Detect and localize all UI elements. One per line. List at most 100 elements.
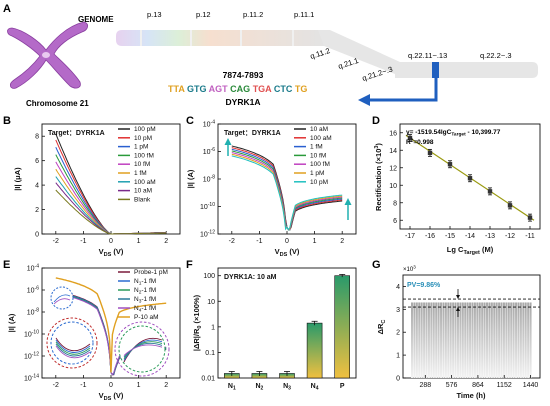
x-tick-label: -14 bbox=[465, 233, 475, 240]
y-tick-label: 10-10 bbox=[24, 330, 39, 339]
panel-g: G 0 1 2 3 4 288 576 864 1152 1440 ×103 PV=9.86% T… bbox=[372, 259, 541, 400]
tick-base: 10 bbox=[24, 354, 32, 361]
y-tick-label: 100 bbox=[203, 273, 215, 280]
x-axis-label-b: VDS (V) bbox=[99, 247, 124, 258]
data-point bbox=[487, 189, 493, 194]
bar-timepoint bbox=[510, 302, 513, 378]
zoom-circle-left-red bbox=[46, 317, 98, 369]
legend-label: 10 pM bbox=[310, 179, 328, 186]
tick-base: 10 bbox=[27, 310, 35, 317]
band-label-q11-2: q.11.2 bbox=[309, 46, 331, 61]
bar-timepoint bbox=[452, 302, 455, 378]
data-point bbox=[427, 150, 433, 156]
chromosome-ribbon-lower bbox=[395, 62, 538, 78]
inset-curve-left bbox=[55, 345, 91, 359]
x-tick-label: 864 bbox=[472, 382, 484, 389]
bar-p bbox=[334, 275, 351, 379]
x-tick-label: 1 bbox=[137, 238, 141, 245]
panel-d: D -17 -16 -15 -14 -13 -12 -11 6 8 10 12 14 16 y= -15… bbox=[372, 115, 541, 256]
inset-curve-right bbox=[123, 341, 163, 360]
legend-label: 1 pM bbox=[310, 170, 324, 177]
legend-label: 1 pM bbox=[134, 144, 148, 151]
chromosome-ribbon-diagonal bbox=[318, 30, 400, 76]
bar-timepoint bbox=[471, 302, 474, 378]
tick-exponent: -14 bbox=[32, 374, 39, 380]
sequence-codon-5: CTC bbox=[271, 84, 295, 94]
inset-curves-left bbox=[55, 337, 91, 359]
band-label-q21-2-3: q.21.2~.3 bbox=[361, 65, 394, 83]
legend-base: N bbox=[134, 287, 139, 294]
tick-sub: 1 bbox=[233, 386, 236, 392]
sequence-codon-4: TGA bbox=[253, 84, 272, 94]
inset-curve-left bbox=[55, 341, 91, 355]
y-tick-label: 10 bbox=[207, 299, 215, 306]
bar-timepoint bbox=[490, 302, 493, 378]
tick-base: 10 bbox=[27, 288, 35, 295]
arrowhead-left-c bbox=[224, 138, 232, 145]
gene-name: DYRK1A bbox=[226, 97, 261, 107]
legend-label: P-10 aM bbox=[134, 314, 159, 321]
y-tick-label: 10-12 bbox=[24, 352, 39, 361]
bar-timepoint bbox=[507, 302, 510, 378]
y-multiplier-g: ×103 bbox=[403, 265, 416, 274]
data-points-d bbox=[405, 134, 535, 222]
tick-base: P bbox=[340, 383, 345, 390]
legend-sub: 4 bbox=[139, 308, 142, 314]
y-tick-label: 10-8 bbox=[27, 308, 39, 317]
x-tick-label: 1 bbox=[313, 238, 317, 245]
y-axis-label-e: |I| (A) bbox=[7, 313, 16, 332]
band-label-q22-2-3: q.22.2~.3 bbox=[480, 51, 512, 60]
y-tick-label: 4 bbox=[35, 183, 39, 190]
axis-ticks-b: -2 -1 0 1 2 0 2 4 6 8 bbox=[35, 134, 168, 245]
bar-timepoint bbox=[413, 302, 416, 378]
band-label-p11-1: p.11.1 bbox=[294, 10, 314, 19]
band-label-q21-1: q.21.1 bbox=[337, 56, 360, 71]
y-tick-label: 16 bbox=[389, 130, 397, 137]
tick-base: 10 bbox=[24, 376, 32, 383]
axis-ticks-g: 0 1 2 3 4 288 576 864 1152 1440 bbox=[396, 284, 538, 389]
bar-timepoint bbox=[527, 302, 530, 378]
tick-base: 10 bbox=[203, 122, 211, 129]
series-line-5 bbox=[55, 277, 167, 373]
axis-ticks-d: -17 -16 -15 -14 -13 -12 -11 6 8 10 12 14 16 bbox=[389, 130, 535, 240]
sequence-codon-1: GTG bbox=[185, 84, 209, 94]
y-tick-label: 1 bbox=[396, 353, 400, 360]
bar-timepoint bbox=[512, 302, 515, 378]
bar-timepoint bbox=[423, 302, 426, 378]
y-tick-label: 12 bbox=[389, 165, 397, 172]
zoom-circle-right-green bbox=[118, 325, 166, 373]
sequence-codon-0: TTA bbox=[168, 84, 185, 94]
r-squared: R2=0.998 bbox=[406, 138, 434, 147]
zoom-circle-right-purple bbox=[114, 321, 170, 377]
bar-timepoint bbox=[454, 302, 457, 378]
y-tick-label: 10-6 bbox=[27, 286, 39, 295]
x-tick-label: 2 bbox=[340, 238, 344, 245]
bar-timepoint bbox=[466, 302, 469, 378]
panel-label-e: E bbox=[3, 259, 10, 271]
y-axis-label-g: ΔRC bbox=[376, 320, 387, 335]
bar-timepoint bbox=[444, 302, 447, 378]
bar-timepoint bbox=[469, 302, 472, 378]
tick-exponent: -12 bbox=[208, 230, 215, 236]
data-point bbox=[467, 176, 473, 181]
target-band-marker bbox=[432, 62, 439, 78]
x-axis-label-g: Time (h) bbox=[456, 391, 486, 400]
bar-timepoint bbox=[427, 302, 430, 378]
legend-label: N3-1 fM bbox=[134, 296, 156, 305]
legend-base: N bbox=[134, 296, 139, 303]
legend-label: 10 pM bbox=[134, 135, 152, 142]
y-axis-label-f: |ΔR|/R0 (×100%) bbox=[192, 294, 203, 351]
legend-sub: 2 bbox=[139, 290, 142, 296]
y-tick-label: 8 bbox=[393, 200, 397, 207]
x-tick-label: N2 bbox=[255, 383, 263, 392]
fit-equation: y= -1519.54lgCTarget - 10,399.77 bbox=[406, 129, 501, 138]
y-tick-label: 4 bbox=[396, 284, 400, 291]
chromosome-label: Chromosome 21 bbox=[26, 99, 89, 108]
y-tick-label: 0.01 bbox=[201, 376, 215, 383]
chromosome-ribbon-upper bbox=[116, 30, 324, 46]
panel-label-c: C bbox=[186, 115, 194, 127]
y-tick-label: 3 bbox=[396, 307, 400, 314]
x-tick-label: 0 bbox=[109, 382, 113, 389]
